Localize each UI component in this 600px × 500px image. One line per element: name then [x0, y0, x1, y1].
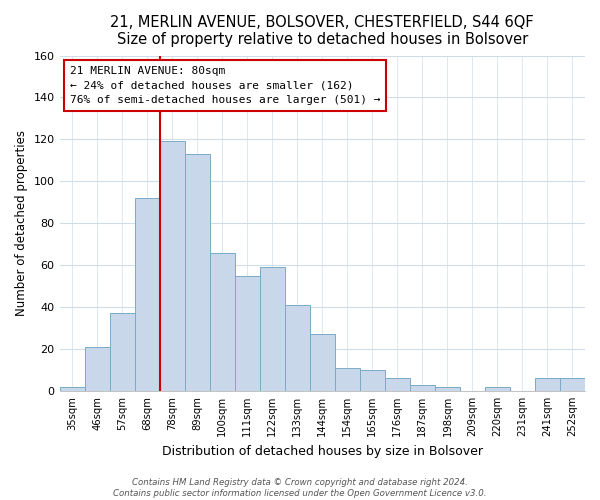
Y-axis label: Number of detached properties: Number of detached properties [15, 130, 28, 316]
Bar [134, 198, 160, 391]
X-axis label: Distribution of detached houses by size in Bolsover: Distribution of detached houses by size … [162, 444, 483, 458]
Bar [260, 267, 285, 391]
Text: 21 MERLIN AVENUE: 80sqm
← 24% of detached houses are smaller (162)
76% of semi-d: 21 MERLIN AVENUE: 80sqm ← 24% of detache… [70, 66, 380, 105]
Bar [485, 386, 510, 391]
Bar [160, 142, 185, 391]
Bar [410, 384, 435, 391]
Bar [535, 378, 560, 391]
Bar [335, 368, 360, 391]
Bar [385, 378, 410, 391]
Bar [59, 386, 85, 391]
Bar [185, 154, 209, 391]
Title: 21, MERLIN AVENUE, BOLSOVER, CHESTERFIELD, S44 6QF
Size of property relative to : 21, MERLIN AVENUE, BOLSOVER, CHESTERFIEL… [110, 15, 534, 48]
Bar [560, 378, 585, 391]
Bar [435, 386, 460, 391]
Bar [310, 334, 335, 391]
Bar [285, 305, 310, 391]
Text: Contains HM Land Registry data © Crown copyright and database right 2024.
Contai: Contains HM Land Registry data © Crown c… [113, 478, 487, 498]
Bar [360, 370, 385, 391]
Bar [85, 347, 110, 391]
Bar [235, 276, 260, 391]
Bar [209, 252, 235, 391]
Bar [110, 314, 134, 391]
